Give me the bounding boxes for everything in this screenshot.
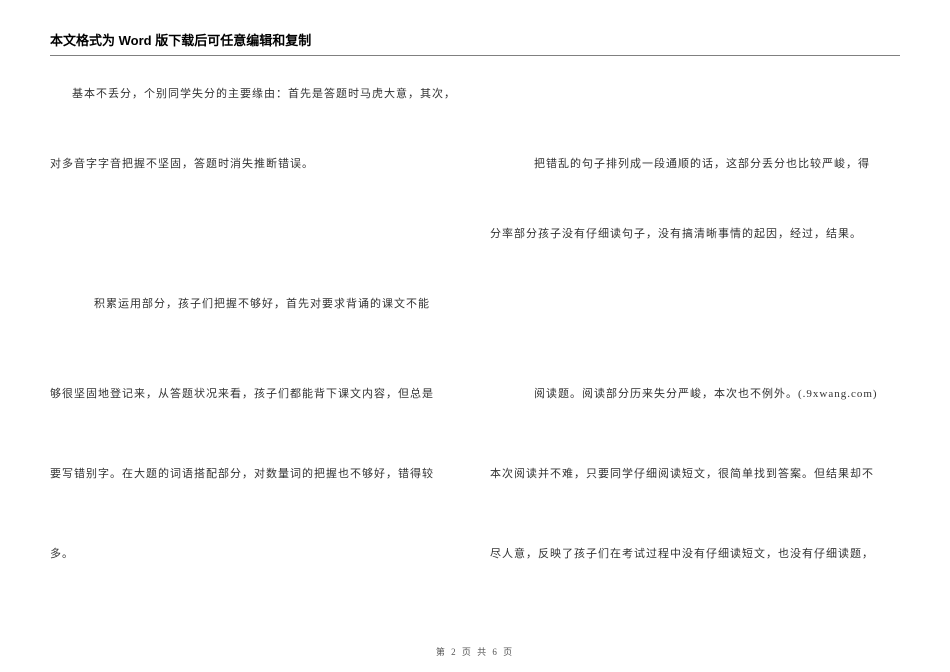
body-line: 多。 — [50, 545, 460, 561]
header-title: 本文格式为 Word 版下载后可任意编辑和复制 — [50, 30, 900, 53]
body-line: 把错乱的句子排列成一段通顺的话，这部分丢分也比较严峻，得 — [490, 155, 900, 171]
page-footer: 第 2 页 共 6 页 — [0, 645, 950, 658]
body-line: 本次阅读并不难，只要同学仔细阅读短文，很简单找到答案。但结果却不 — [490, 465, 900, 481]
body-line: 积累运用部分，孩子们把握不够好，首先对要求背诵的课文不能 — [50, 295, 460, 311]
body-line: 尽人意，反映了孩子们在考试过程中没有仔细读短文，也没有仔细读题， — [490, 545, 900, 561]
body-line: 要写错别字。在大题的词语搭配部分，对数量词的把握也不够好，错得较 — [50, 465, 460, 481]
body-line: 阅读题。阅读部分历来失分严峻，本次也不例外。(.9xwang.com) — [490, 385, 900, 401]
body-line: 对多音字字音把握不坚固，答题时消失推断错误。 — [50, 155, 460, 171]
header-rule — [50, 55, 900, 56]
body-line: 基本不丢分，个别同学失分的主要缘由：首先是答题时马虎大意，其次， — [50, 85, 460, 101]
body-line: 分率部分孩子没有仔细读句子，没有搞清晰事情的起因，经过，结果。 — [490, 225, 900, 241]
page-header: 本文格式为 Word 版下载后可任意编辑和复制 — [50, 30, 900, 56]
page-content: 基本不丢分，个别同学失分的主要缘由：首先是答题时马虎大意，其次， 对多音字字音把… — [50, 70, 900, 632]
right-column: 把错乱的句子排列成一段通顺的话，这部分丢分也比较严峻，得 分率部分孩子没有仔细读… — [490, 70, 900, 632]
left-column: 基本不丢分，个别同学失分的主要缘由：首先是答题时马虎大意，其次， 对多音字字音把… — [50, 70, 460, 632]
body-line: 够很坚固地登记来，从答题状况来看，孩子们都能背下课文内容，但总是 — [50, 385, 460, 401]
